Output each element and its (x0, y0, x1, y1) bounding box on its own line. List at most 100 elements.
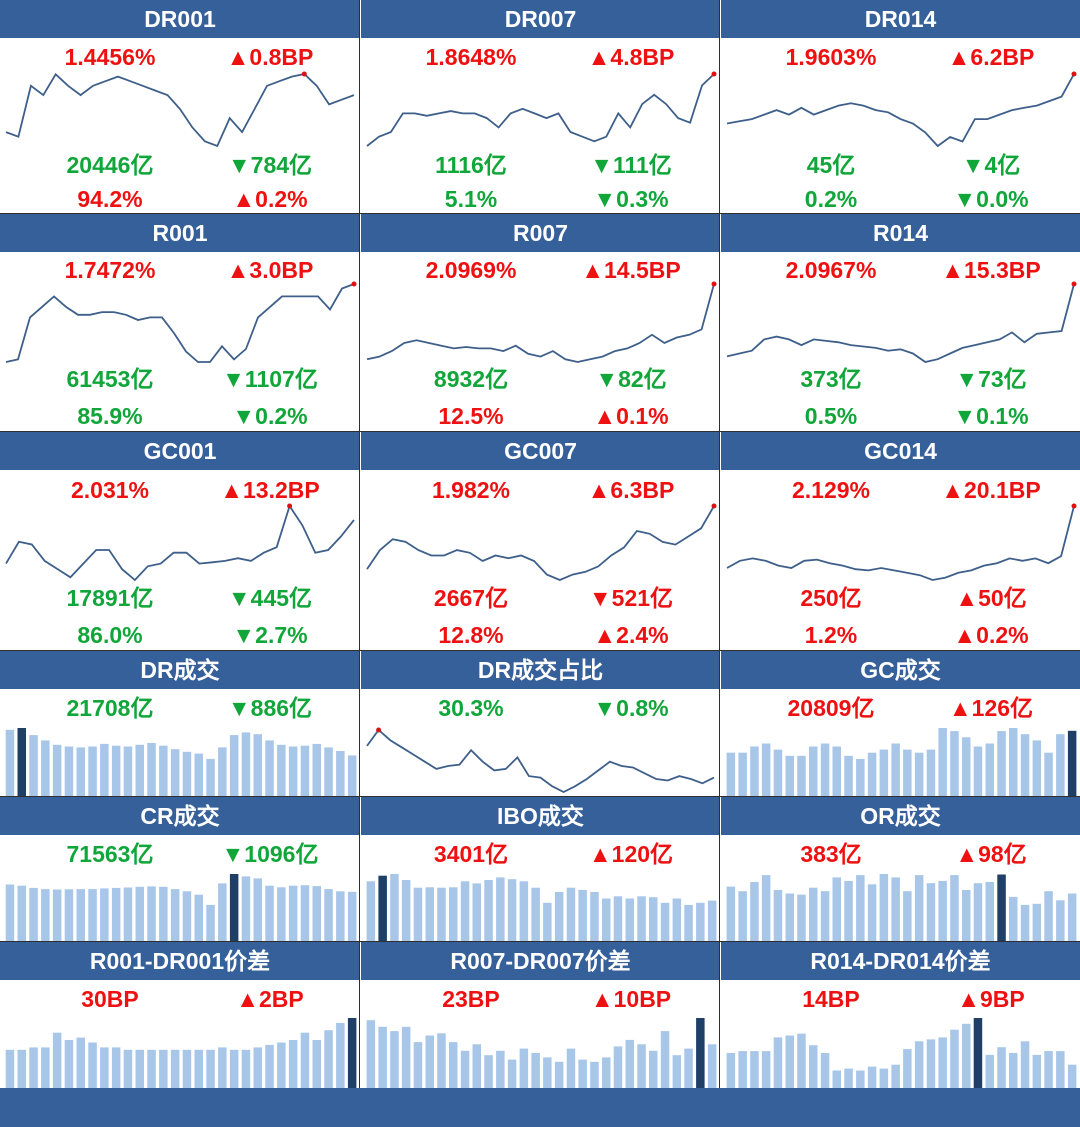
chart-r014 (726, 281, 1077, 363)
bar (425, 887, 434, 942)
stat-value: 20809亿 (787, 695, 875, 721)
stat-value: 0.5% (804, 403, 858, 429)
series-line (726, 283, 1075, 363)
stat-row: 1.9603% ▲6.2BP (721, 42, 1080, 72)
panel-title: R007-DR007价差 (361, 942, 720, 980)
bar (265, 1044, 274, 1088)
row-divider (0, 650, 1080, 651)
bar (76, 1037, 85, 1088)
bar (820, 743, 830, 796)
bar (390, 1031, 399, 1088)
bar (182, 751, 192, 796)
panel-r007-dr007-16: R007-DR007价差 23BP ▲10BP (361, 942, 720, 1088)
series-line (366, 728, 715, 794)
stat-row: 0.5% ▼0.1% (721, 401, 1080, 431)
stat-change: ▼784亿 (227, 152, 313, 178)
bar (738, 891, 747, 942)
panel-title: R014-DR014价差 (721, 942, 1080, 980)
bar (100, 888, 109, 942)
stat-change: ▲0.2% (953, 622, 1029, 648)
panel-r001-3: R001 1.7472% ▲3.0BP 61453亿 ▼1107亿 85.9% ▼0.2% (0, 214, 360, 432)
bar (531, 1053, 540, 1088)
panel-title: GC007 (361, 432, 720, 470)
bar (891, 743, 900, 796)
bar (903, 891, 912, 942)
bar (531, 887, 540, 942)
panel-dr-10: DR成交占比 30.3% ▼0.8% (361, 651, 720, 797)
bar (938, 1037, 947, 1088)
bar (1009, 896, 1018, 942)
bar (449, 887, 458, 942)
bar (507, 879, 517, 942)
stat-change: ▲0.8BP (226, 44, 314, 70)
bar (578, 1059, 587, 1088)
bar (844, 880, 853, 942)
bar (390, 874, 399, 942)
stat-row: 2.031% ▲13.2BP (0, 475, 360, 505)
bar (613, 1046, 623, 1088)
bar (41, 1047, 50, 1088)
bar (1067, 1064, 1077, 1088)
bar (159, 1049, 168, 1088)
latest-point (287, 503, 293, 509)
bar (637, 896, 646, 942)
series-line (366, 73, 715, 147)
bar (914, 752, 924, 796)
chart-dr (5, 728, 357, 796)
bar (844, 1068, 853, 1088)
bar (460, 881, 470, 942)
stat-value: 21708亿 (66, 695, 154, 721)
stat-row: 1.982% ▲6.3BP (361, 475, 720, 505)
bar (336, 751, 345, 796)
bar (52, 889, 62, 942)
row-divider (0, 213, 1080, 214)
bar (241, 732, 251, 796)
bar (867, 752, 877, 796)
bar (111, 887, 121, 942)
bar (554, 892, 564, 942)
bar (76, 747, 85, 796)
panel-title: CR成交 (0, 797, 360, 835)
chart-r001-dr001 (5, 1018, 357, 1088)
stat-value: 30BP (81, 986, 139, 1012)
stat-change: ▼445亿 (227, 585, 313, 611)
bar (773, 1037, 783, 1088)
bar (253, 1047, 262, 1088)
stat-value: 0.2% (804, 186, 858, 212)
bar (378, 875, 387, 942)
latest-point (1071, 71, 1077, 77)
latest-point (711, 281, 717, 287)
bar (401, 880, 411, 942)
bar (1009, 728, 1018, 796)
bar (1032, 740, 1042, 796)
stat-value: 2.0969% (425, 257, 517, 283)
stat-change: ▲15.3BP (941, 257, 1041, 283)
bar (832, 877, 841, 942)
bar (288, 746, 298, 796)
stat-row: 86.0% ▼2.7% (0, 620, 360, 650)
chart-r007 (366, 281, 717, 363)
panel-title: R014 (721, 214, 1080, 252)
chart-dr014 (726, 71, 1077, 148)
stat-row: 1.8648% ▲4.8BP (361, 42, 720, 72)
chart-gc014 (726, 503, 1077, 581)
bar (484, 880, 493, 942)
stat-value: 1.7472% (64, 257, 156, 283)
stat-value: 2.0967% (785, 257, 877, 283)
bar (726, 752, 736, 796)
stat-change: ▲0.2% (232, 186, 308, 212)
bar (29, 887, 38, 942)
panel-r014-5: R014 2.0967% ▲15.3BP 373亿 ▼73亿 0.5% ▼0.1% (721, 214, 1080, 432)
column-divider (719, 0, 720, 1088)
panel-title: OR成交 (721, 797, 1080, 835)
stat-row: 23BP ▲10BP (361, 984, 720, 1014)
panel-title: DR成交 (0, 651, 360, 689)
panel-title: R007 (361, 214, 720, 252)
stat-row: 14BP ▲9BP (721, 984, 1080, 1014)
bar (785, 1035, 794, 1088)
bar (123, 746, 133, 796)
bar (378, 1026, 387, 1088)
bar (696, 902, 705, 942)
bar (229, 735, 239, 796)
footer-bar (0, 1088, 1080, 1127)
